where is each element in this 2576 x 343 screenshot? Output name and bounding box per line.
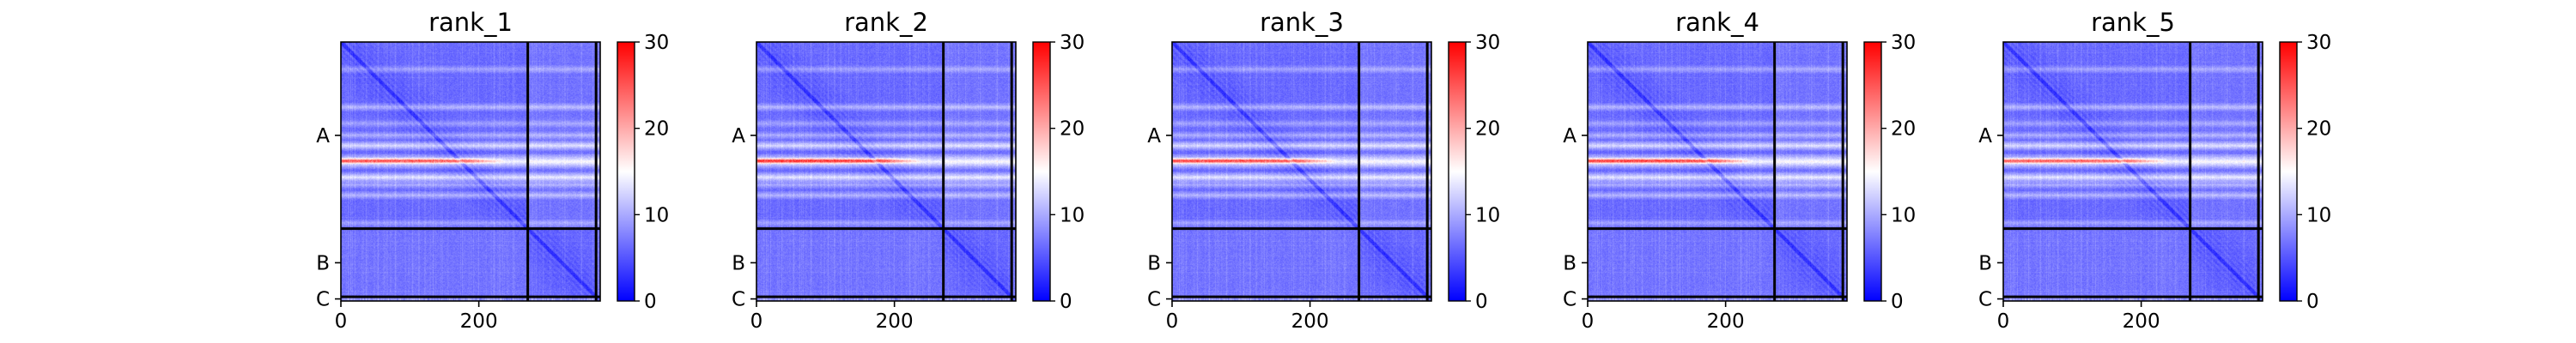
colorbar-tick-label: 30 xyxy=(1891,32,1916,54)
plot-frame xyxy=(756,41,1017,302)
y-tick-label-chain-b: B xyxy=(732,252,745,274)
heatmap-image xyxy=(1588,42,1847,301)
y-tick-label-chain-b: B xyxy=(1563,252,1577,274)
colorbar-tick-label: 0 xyxy=(2306,291,2319,313)
colorbar xyxy=(2279,41,2298,302)
panel-title: rank_3 xyxy=(1260,8,1344,37)
y-tick-label-chain-b: B xyxy=(316,252,330,274)
plot-frame xyxy=(1171,41,1432,302)
y-tick-label-chain-a: A xyxy=(1978,125,1992,147)
colorbar-tick-label: 10 xyxy=(1891,204,1916,226)
y-tick-label-chain-c: C xyxy=(1978,289,1992,311)
y-tick-label-chain-a: A xyxy=(1147,125,1161,147)
heatmap-image xyxy=(1172,42,1431,301)
colorbar-tick-label: 20 xyxy=(1475,118,1500,141)
x-tick-label: 0 xyxy=(750,310,763,333)
y-tick-label-chain-a: A xyxy=(732,125,745,147)
plot-frame xyxy=(1587,41,1848,302)
colorbar-tick-label: 20 xyxy=(644,118,669,141)
colorbar-tick-label: 10 xyxy=(644,204,669,226)
colorbar-tick-label: 10 xyxy=(2306,204,2331,226)
x-tick-label: 0 xyxy=(1166,310,1179,333)
plot-frame xyxy=(2002,41,2263,302)
x-tick-label: 200 xyxy=(1707,310,1745,333)
y-tick-label-chain-c: C xyxy=(1147,289,1161,311)
y-tick-label-chain-c: C xyxy=(732,289,745,311)
colorbar-tick-label: 30 xyxy=(2306,32,2331,54)
x-tick-label: 0 xyxy=(1582,310,1595,333)
colorbar-tick-label: 20 xyxy=(2306,118,2331,141)
plot-frame xyxy=(340,41,601,302)
y-tick-label-chain-c: C xyxy=(316,289,330,311)
panel-title: rank_2 xyxy=(844,8,928,37)
colorbar-tick-label: 0 xyxy=(1060,291,1072,313)
colorbar-tick-label: 0 xyxy=(644,291,657,313)
panel-title: rank_1 xyxy=(428,8,513,37)
y-tick-label-chain-b: B xyxy=(1147,252,1161,274)
x-tick-label: 0 xyxy=(335,310,348,333)
colorbar-tick-label: 30 xyxy=(1475,32,1500,54)
colorbar-tick-label: 30 xyxy=(644,32,669,54)
x-tick-label: 0 xyxy=(1997,310,2010,333)
colorbar-tick-label: 20 xyxy=(1060,118,1084,141)
heatmap-image xyxy=(756,42,1016,301)
colorbar-tick-label: 10 xyxy=(1475,204,1500,226)
colorbar xyxy=(1863,41,1882,302)
x-tick-label: 200 xyxy=(1291,310,1329,333)
colorbar-tick-label: 20 xyxy=(1891,118,1916,141)
y-tick-label-chain-c: C xyxy=(1563,289,1577,311)
y-tick-label-chain-a: A xyxy=(316,125,330,147)
heatmap-image xyxy=(341,42,600,301)
x-tick-label: 200 xyxy=(876,310,914,333)
y-tick-label-chain-b: B xyxy=(1978,252,1992,274)
y-tick-label-chain-a: A xyxy=(1563,125,1577,147)
heatmap-image xyxy=(2003,42,2263,301)
colorbar-tick-label: 10 xyxy=(1060,204,1084,226)
colorbar xyxy=(1448,41,1467,302)
panel-title: rank_4 xyxy=(1675,8,1759,37)
panel-title: rank_5 xyxy=(2091,8,2175,37)
x-tick-label: 200 xyxy=(2123,310,2160,333)
colorbar xyxy=(1032,41,1051,302)
colorbar-tick-label: 0 xyxy=(1475,291,1488,313)
x-tick-label: 200 xyxy=(460,310,498,333)
colorbar-tick-label: 30 xyxy=(1060,32,1084,54)
colorbar xyxy=(617,41,635,302)
colorbar-tick-label: 0 xyxy=(1891,291,1904,313)
